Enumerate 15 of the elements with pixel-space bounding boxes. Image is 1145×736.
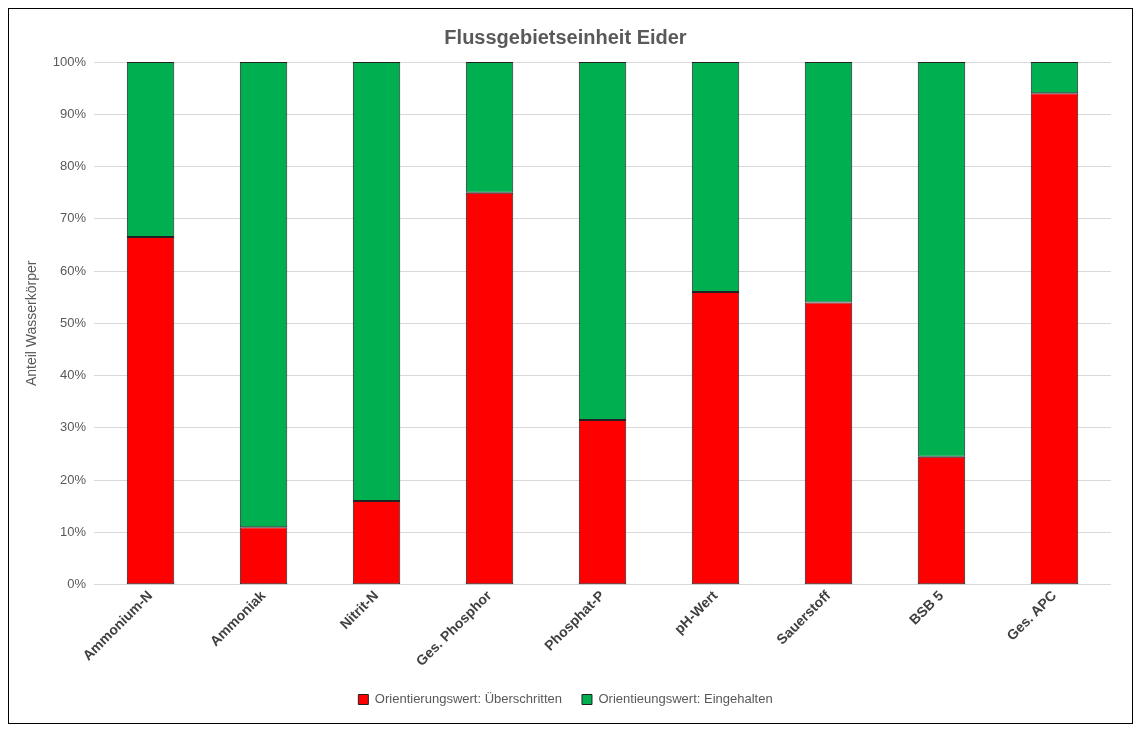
y-tick-label: 10% [60,524,87,540]
y-tick-label: 90% [60,105,87,121]
y-tick-label: 30% [60,419,87,435]
y-axis-title: Anteil Wasserkörper [23,260,40,387]
y-tick-label: 100% [52,53,87,69]
y-tick-label: 80% [60,158,87,174]
y-tick-label: 0% [67,576,87,592]
y-tick-label: 60% [60,262,87,278]
y-tick-label: 20% [60,471,87,487]
chart-title: Flussgebietseinheit Eider [444,25,687,48]
y-tick-label: 40% [60,367,87,383]
legend-label: Orientieungswert: Eingehalten [598,691,773,707]
y-tick-label: 50% [60,314,87,330]
legend-label: Orientierungswert: Überschritten [374,691,562,707]
y-tick-label: 70% [60,210,87,226]
